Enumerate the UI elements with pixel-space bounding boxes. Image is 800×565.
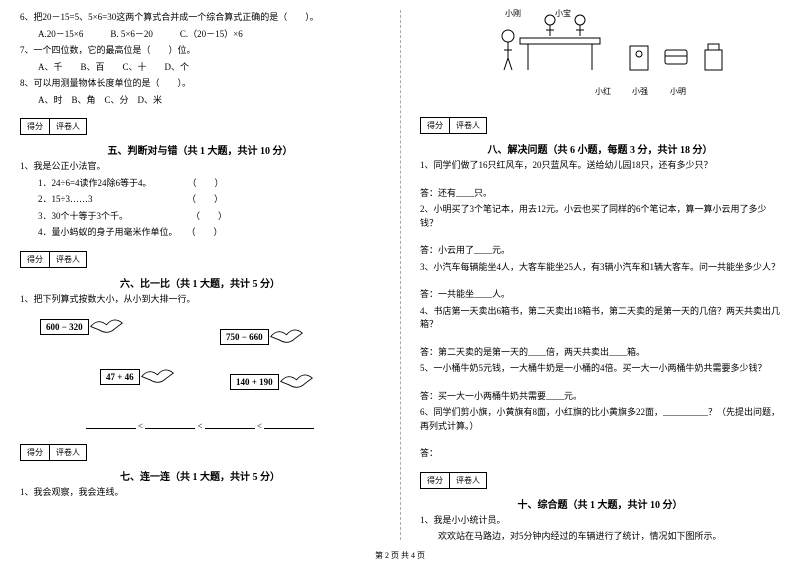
score-box-8: 得分 评卷人 (420, 117, 487, 134)
judge-2: 2．15÷3……3 （ ） (20, 193, 380, 207)
score-box-6: 得分 评卷人 (20, 251, 87, 268)
q6-text: 6、把20－15=5、5×6=30这两个算式合并成一个综合算式正确的是（ ）。 (20, 11, 380, 25)
label-xb: 小宝 (555, 8, 571, 19)
judge-stem: 1、我是公正小法官。 (20, 160, 380, 174)
q8-3-text: 3、小汽车每辆能坐4人，大客车能坐25人，有3辆小汽车和1辆大客车。问一共能坐多… (420, 261, 780, 275)
section-6-title: 六、比一比（共 1 大题，共计 5 分） (20, 275, 380, 290)
grader-label: 评卷人 (450, 118, 486, 133)
compare-answer-line[interactable]: < < < (20, 419, 380, 431)
q8-1-ans[interactable]: 答：还有____只。 (420, 187, 780, 201)
grader-label: 评卷人 (50, 119, 86, 134)
q7-text: 7、一个四位数，它的最高位是（ ）位。 (20, 44, 380, 58)
section-7-title: 七、连一连（共 1 大题，共计 5 分） (20, 468, 380, 483)
label-xq: 小强 (632, 86, 648, 97)
q8-2-ans[interactable]: 答：小云用了____元。 (420, 244, 780, 258)
q8-3-ans[interactable]: 答：一共能坐____人。 (420, 288, 780, 302)
bird-2-label: 750 − 660 (220, 329, 269, 345)
page-footer: 第 2 页 共 4 页 (0, 550, 800, 561)
label-xh: 小红 (595, 86, 611, 97)
judge-3: 3．30个十等于3个千。 （ ） (20, 210, 380, 224)
q8-4-text: 4、书店第一天卖出6箱书，第二天卖出18箱书，第二天卖的是第一天的几倍？两天共卖… (420, 305, 780, 332)
score-label: 得分 (21, 445, 50, 460)
score-label: 得分 (21, 119, 50, 134)
q8-6-text: 6、同学们剪小旗，小黄旗有8面，小红旗的比小黄旗多22面，__________？… (420, 406, 780, 433)
compare-stem: 1、把下列算式按数大小，从小到大排一行。 (20, 293, 380, 307)
q8-opts: A、时 B、角 C、分 D、米 (20, 94, 380, 108)
score-box-7: 得分 评卷人 (20, 444, 87, 461)
comp-line: 欢欢站在马路边，对5分钟内经过的车辆进行了统计，情况如下图所示。 (420, 530, 780, 544)
link-stem: 1、我会观察，我会连线。 (20, 486, 380, 500)
label-xg: 小刚 (505, 8, 521, 19)
section-5-title: 五、判断对与错（共 1 大题，共计 10 分） (20, 142, 380, 157)
q8-5-text: 5、一小桶牛奶5元钱，一大桶牛奶是一小桶的4倍。买一大一小两桶牛奶共需要多少钱？ (420, 362, 780, 376)
label-xm: 小明 (670, 86, 686, 97)
q8-1-text: 1、同学们做了16只红风车，20只蓝风车。送给幼儿园18只，还有多少只？ (420, 159, 780, 173)
q8-2-text: 2、小明买了3个笔记本，用去12元。小云也买了同样的6个笔记本，算一算小云用了多… (420, 203, 780, 230)
score-box-10: 得分 评卷人 (420, 472, 487, 489)
section-10-title: 十、综合题（共 1 大题，共计 10 分） (420, 496, 780, 511)
score-label: 得分 (421, 473, 450, 488)
q8-text: 8、可以用测量物体长度单位的是（ ）。 (20, 77, 380, 91)
bird-diagram: 600 − 320 750 − 660 47 + 46 140 + 190 < … (20, 311, 380, 431)
bird-3-label: 47 + 46 (100, 369, 140, 385)
judge-1: 1．24÷6=4读作24除6等于4。 （ ） (20, 177, 380, 191)
comp-stem: 1、我是小小统计员。 (420, 514, 780, 528)
bird-1-label: 600 − 320 (40, 319, 89, 335)
grader-label: 评卷人 (450, 473, 486, 488)
q8-4-ans[interactable]: 答：第二天卖的是第一天的____倍，两天共卖出____箱。 (420, 346, 780, 360)
score-box-5: 得分 评卷人 (20, 118, 87, 135)
grader-label: 评卷人 (50, 445, 86, 460)
q7-opts: A、千 B、百 C、十 D、个 (20, 61, 380, 75)
section-8-title: 八、解决问题（共 6 小题，每题 3 分，共计 18 分） (420, 141, 780, 156)
grader-label: 评卷人 (50, 252, 86, 267)
score-label: 得分 (421, 118, 450, 133)
judge-4: 4．量小蚂蚁的身子用毫米作单位。 （ ） (20, 226, 380, 240)
illustration: 小刚 小宝 小红 小强 小明 (420, 8, 780, 103)
q6-opts: A.20－15×6 B. 5×6－20 C.（20－15）×6 (20, 28, 380, 42)
desk-scene-icon (460, 8, 740, 88)
bird-4-label: 140 + 190 (230, 374, 279, 390)
q8-6-ans[interactable]: 答： (420, 447, 780, 461)
q8-5-ans[interactable]: 答：买一大一小两桶牛奶共需要____元。 (420, 390, 780, 404)
score-label: 得分 (21, 252, 50, 267)
